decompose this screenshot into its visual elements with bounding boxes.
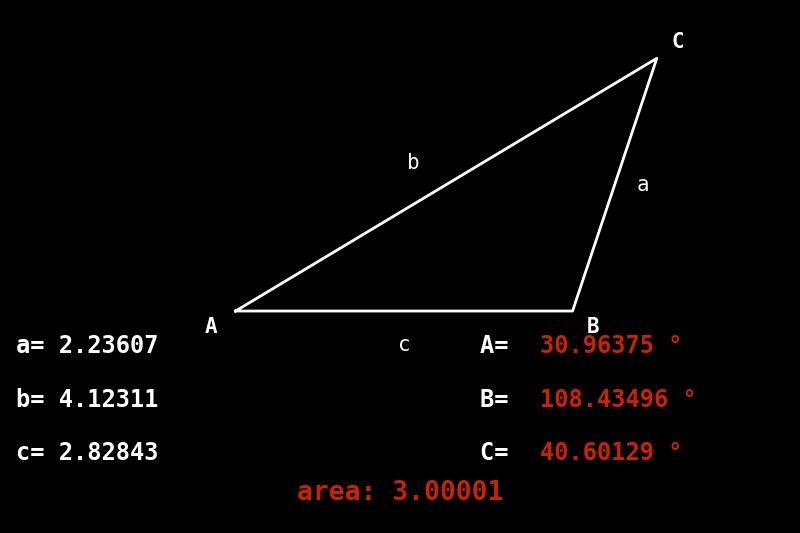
Text: A=: A= bbox=[480, 334, 522, 359]
Text: b: b bbox=[407, 153, 420, 173]
Text: a: a bbox=[636, 175, 649, 195]
Text: 108.43496 °: 108.43496 ° bbox=[540, 387, 697, 412]
Text: B: B bbox=[587, 317, 599, 337]
Text: b= 4.12311: b= 4.12311 bbox=[16, 387, 158, 412]
Text: 40.60129 °: 40.60129 ° bbox=[540, 441, 682, 465]
Text: 30.96375 °: 30.96375 ° bbox=[540, 334, 682, 359]
Text: a= 2.23607: a= 2.23607 bbox=[16, 334, 158, 359]
Text: A: A bbox=[205, 317, 218, 337]
Text: c: c bbox=[398, 335, 410, 355]
Text: C: C bbox=[671, 33, 684, 52]
Text: c= 2.82843: c= 2.82843 bbox=[16, 441, 158, 465]
Text: C=: C= bbox=[480, 441, 522, 465]
Text: B=: B= bbox=[480, 387, 522, 412]
Text: area: 3.00001: area: 3.00001 bbox=[297, 480, 503, 506]
